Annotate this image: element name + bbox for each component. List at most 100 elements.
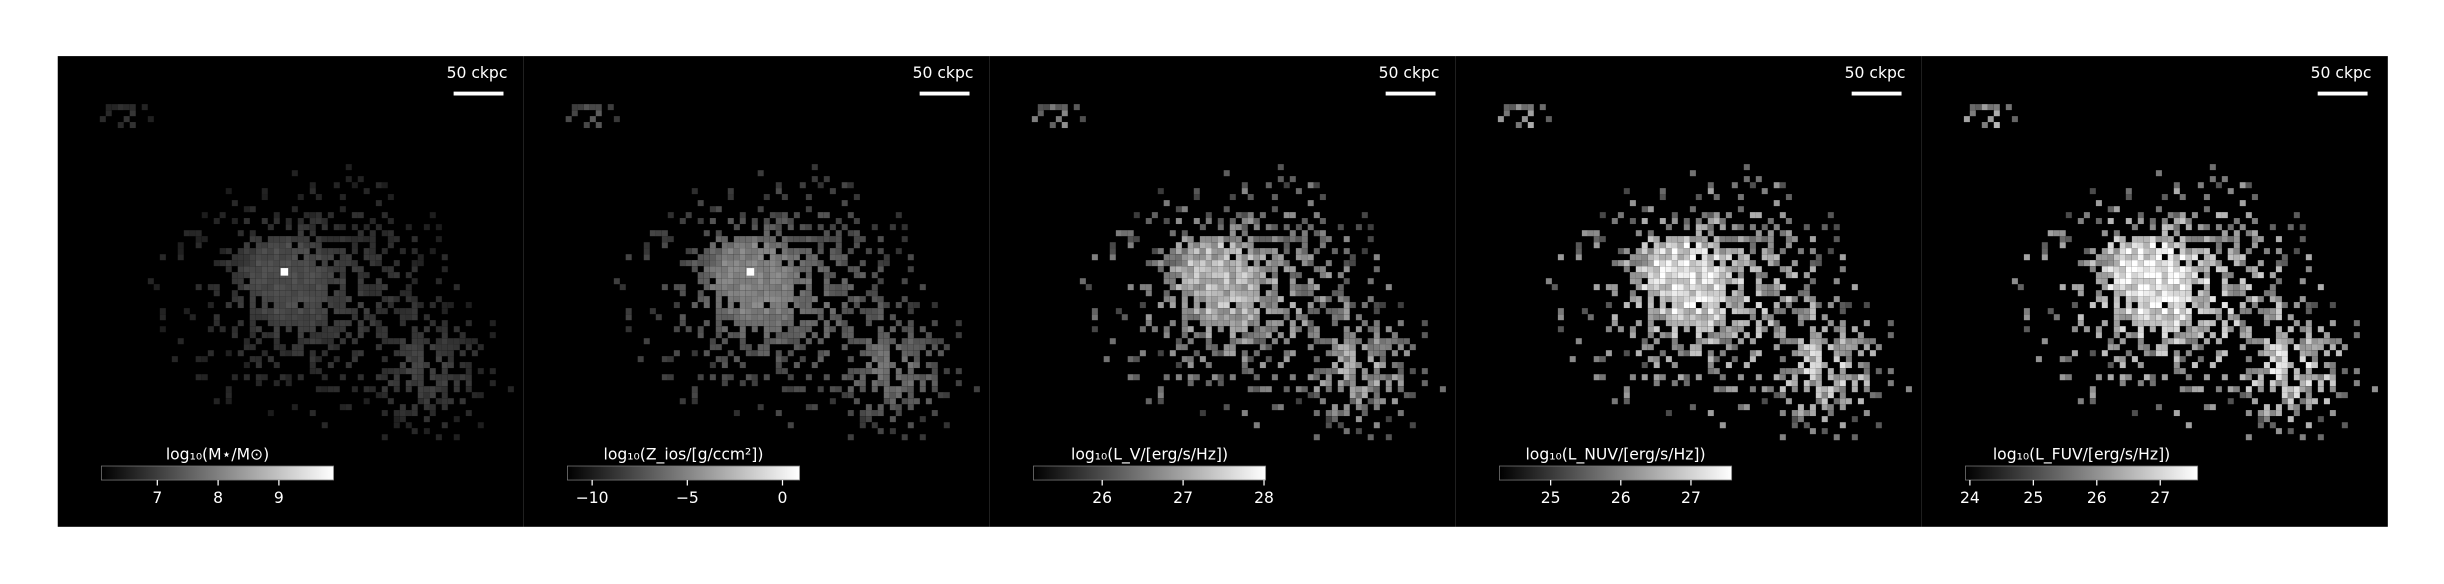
image-pixel [2257,260,2264,267]
image-pixel [1677,236,1684,243]
image-pixel [2245,368,2252,375]
image-pixel [1719,320,1726,327]
image-pixel [1247,236,1254,243]
image-pixel [877,260,884,267]
image-pixel [1659,350,1666,357]
image-pixel [321,326,328,333]
image-pixel [447,338,454,345]
image-pixel [2155,266,2162,273]
image-pixel [2311,374,2318,381]
image-pixel [339,320,346,327]
image-pixel [643,254,650,261]
image-pixel [1761,188,1768,195]
image-pixel [2095,200,2102,207]
image-pixel [2329,338,2336,345]
image-pixel [273,290,280,297]
image-pixel [303,224,310,231]
image-pixel [327,272,334,279]
image-pixel [1241,320,1248,327]
image-pixel [2263,404,2270,411]
image-pixel [2227,386,2234,393]
image-pixel [1199,278,1206,285]
image-pixel [1839,266,1846,273]
image-pixel [871,314,878,321]
image-pixel [775,278,782,285]
image-pixel [835,230,842,237]
image-pixel [1373,332,1380,339]
image-pixel [255,242,262,249]
image-pixel [841,260,848,267]
image-pixel [159,308,166,315]
image-pixel [937,392,944,399]
image-pixel [2311,344,2318,351]
image-pixel [1385,386,1392,393]
image-pixel [2245,212,2252,219]
image-pixel [2161,290,2168,297]
image-pixel [745,302,752,309]
image-pixel [1157,266,1164,273]
image-pixel [1169,278,1176,285]
image-pixel [2101,248,2108,255]
image-pixel [1857,338,1864,345]
image-pixel [847,332,854,339]
image-pixel [1599,212,1606,219]
image-pixel [363,224,370,231]
image-pixel [613,116,620,123]
image-pixel [733,248,740,255]
image-pixel [835,320,842,327]
image-pixel [2137,284,2144,291]
image-pixel [745,350,752,357]
image-pixel [769,314,776,321]
image-pixel [1833,386,1840,393]
image-pixel [267,272,274,279]
image-pixel [763,248,770,255]
image-pixel [2197,356,2204,363]
image-pixel [2113,344,2120,351]
image-pixel [667,356,674,363]
image-pixel [739,308,746,315]
image-pixel [2107,218,2114,225]
image-pixel [2101,350,2108,357]
image-pixel [2245,230,2252,237]
image-pixel [1271,254,1278,261]
image-pixel [1653,284,1660,291]
image-pixel [357,284,364,291]
image-pixel [1779,296,1786,303]
image-pixel [435,398,442,405]
image-pixel [2185,254,2192,261]
image-pixel [2179,314,2186,321]
image-pixel [703,260,710,267]
image-pixel [1373,302,1380,309]
image-pixel [2209,320,2216,327]
image-pixel [667,374,674,381]
image-pixel [261,248,268,255]
image-pixel [661,284,668,291]
image-pixel [1749,266,1756,273]
image-pixel [297,260,304,267]
image-pixel [1235,308,1242,315]
image-pixel [405,422,412,429]
image-pixel [1701,242,1708,249]
image-pixel [279,350,286,357]
image-pixel [1845,398,1852,405]
image-pixel [1863,362,1870,369]
image-pixel [1749,350,1756,357]
image-pixel [877,410,884,417]
image-pixel [619,284,626,291]
image-pixel [1737,266,1744,273]
image-pixel [1391,362,1398,369]
image-pixel [2263,308,2270,315]
image-pixel [763,374,770,381]
image-pixel [231,272,238,279]
image-pixel [751,218,758,225]
image-pixel [775,224,782,231]
image-pixel [1689,278,1696,285]
image-pixel [1343,374,1350,381]
image-pixel [847,374,854,381]
image-pixel [1319,230,1326,237]
image-pixel [871,224,878,231]
image-pixel [751,266,758,273]
image-pixel [1367,434,1374,441]
image-pixel [943,344,950,351]
image-pixel [1797,362,1804,369]
